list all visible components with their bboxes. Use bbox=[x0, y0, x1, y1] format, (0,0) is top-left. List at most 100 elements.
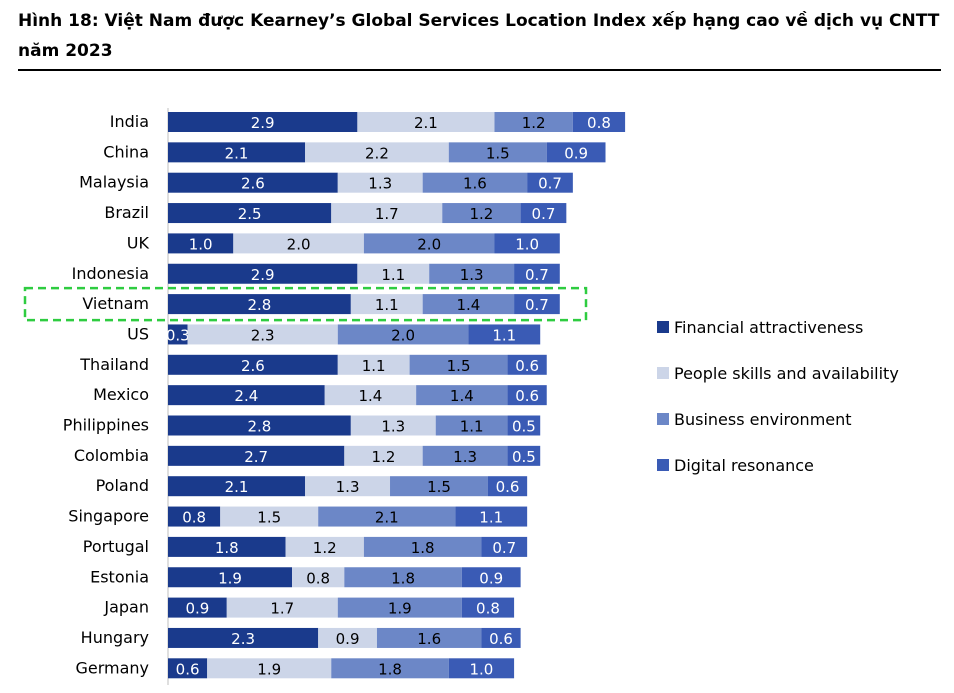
legend: Financial attractiveness People skills an… bbox=[657, 318, 899, 475]
bar-segment bbox=[285, 536, 364, 557]
bar-segment bbox=[481, 627, 521, 648]
data-label: 0.7 bbox=[525, 296, 549, 314]
data-label: 2.3 bbox=[231, 630, 255, 648]
bar-segment bbox=[168, 476, 306, 497]
bar-segment bbox=[461, 597, 515, 618]
category-label: Germany bbox=[75, 658, 149, 677]
bar-segment bbox=[461, 567, 521, 588]
bar-segment bbox=[168, 627, 319, 648]
bar-segment bbox=[487, 476, 528, 497]
category-label: UK bbox=[127, 233, 150, 252]
bar-segment bbox=[455, 506, 528, 527]
data-label: 2.1 bbox=[414, 114, 438, 132]
bar-segment bbox=[207, 658, 332, 679]
category-label: Vietnam bbox=[82, 294, 149, 313]
data-label: 1.9 bbox=[388, 600, 412, 618]
data-label: 2.4 bbox=[234, 387, 258, 405]
category-label: Singapore bbox=[68, 507, 149, 526]
data-label: 2.0 bbox=[417, 235, 441, 253]
data-label: 0.6 bbox=[176, 660, 200, 678]
data-label: 2.9 bbox=[251, 266, 275, 284]
data-label: 1.2 bbox=[522, 114, 546, 132]
bar-segment bbox=[337, 324, 469, 345]
bar-segment bbox=[168, 203, 332, 224]
bar-segment bbox=[168, 354, 338, 375]
bar-segment bbox=[331, 658, 449, 679]
data-label: 2.1 bbox=[225, 478, 249, 496]
data-label: 2.0 bbox=[391, 326, 415, 344]
data-label: 1.8 bbox=[411, 539, 435, 557]
bar-segment bbox=[416, 385, 508, 406]
data-label: 1.3 bbox=[336, 478, 360, 496]
data-label: 1.3 bbox=[381, 418, 405, 436]
bar-segment bbox=[422, 172, 528, 193]
data-label: 0.8 bbox=[182, 509, 206, 527]
bar-segment bbox=[168, 567, 293, 588]
bar-segment bbox=[168, 597, 227, 618]
category-label: Hungary bbox=[81, 628, 149, 647]
data-label: 0.5 bbox=[512, 418, 536, 436]
data-label: 1.1 bbox=[362, 357, 386, 375]
data-label: 1.4 bbox=[450, 387, 474, 405]
data-label: 1.3 bbox=[453, 448, 477, 466]
data-label: 1.4 bbox=[456, 296, 480, 314]
bars-layer: 2.9 2.1 1.2 0.82.1 2.2 1.5 0.92.6 1.3 1.6 0.72.5 1… bbox=[166, 108, 626, 685]
data-label: 2.9 bbox=[251, 114, 275, 132]
bar-segment bbox=[168, 142, 306, 163]
data-label: 0.5 bbox=[512, 448, 536, 466]
bar-segment bbox=[376, 627, 482, 648]
data-label: 0.6 bbox=[515, 387, 539, 405]
data-label: 1.1 bbox=[381, 266, 405, 284]
highlight-box bbox=[23, 286, 588, 322]
bar-segment bbox=[422, 294, 515, 315]
bar-segment bbox=[507, 415, 541, 436]
data-label: 2.8 bbox=[247, 296, 271, 314]
bar-segment bbox=[409, 354, 508, 375]
data-label: 1.5 bbox=[427, 478, 451, 496]
bar-segment bbox=[507, 385, 547, 406]
data-label: 1.5 bbox=[257, 509, 281, 527]
category-label: Portugal bbox=[83, 537, 149, 556]
category-label: Japan bbox=[103, 598, 149, 617]
legend-label: Financial attractiveness bbox=[674, 318, 863, 337]
bar-segment bbox=[344, 445, 423, 466]
data-label: 0.7 bbox=[532, 205, 556, 223]
legend-swatch bbox=[657, 413, 669, 425]
bar-segment bbox=[168, 233, 234, 254]
bar-segment bbox=[572, 112, 626, 132]
bar-segment bbox=[220, 506, 319, 527]
bar-segment bbox=[507, 354, 547, 375]
bar-segment bbox=[292, 567, 345, 588]
data-label: 1.6 bbox=[463, 175, 487, 193]
legend-label: People skills and availability bbox=[674, 364, 899, 383]
category-label: China bbox=[103, 142, 149, 161]
legend-swatch bbox=[657, 459, 669, 471]
data-label: 0.9 bbox=[479, 569, 503, 587]
data-label: 0.6 bbox=[496, 478, 520, 496]
title-divider bbox=[18, 69, 941, 71]
bar-segment bbox=[494, 112, 573, 132]
category-labels-layer: India China Malaysia Brazil UK Indonesia Vietn… bbox=[63, 112, 150, 677]
chart-title: Hình 18: Việt Nam được Kearney’s Global … bbox=[18, 11, 940, 61]
bar-segment bbox=[350, 294, 423, 315]
bar-segment bbox=[390, 476, 488, 497]
bar-segment bbox=[187, 324, 338, 345]
data-label: 1.4 bbox=[359, 387, 383, 405]
data-label: 1.5 bbox=[447, 357, 471, 375]
bar-segment bbox=[168, 536, 286, 557]
data-label: 2.3 bbox=[251, 326, 275, 344]
bar-segment bbox=[324, 385, 417, 406]
data-label: 1.1 bbox=[460, 418, 484, 436]
data-label: 1.1 bbox=[479, 509, 503, 527]
data-label: 1.9 bbox=[257, 660, 281, 678]
data-label: 2.6 bbox=[241, 357, 265, 375]
data-label: 0.3 bbox=[166, 326, 190, 344]
category-label: US bbox=[127, 324, 149, 343]
category-label: Thailand bbox=[79, 355, 149, 374]
bar-segment bbox=[357, 112, 495, 132]
category-label: Brazil bbox=[104, 203, 149, 222]
bar-segment bbox=[507, 445, 541, 466]
data-label: 0.7 bbox=[492, 539, 516, 557]
data-label: 0.9 bbox=[185, 600, 209, 618]
data-label: 2.2 bbox=[365, 144, 389, 162]
